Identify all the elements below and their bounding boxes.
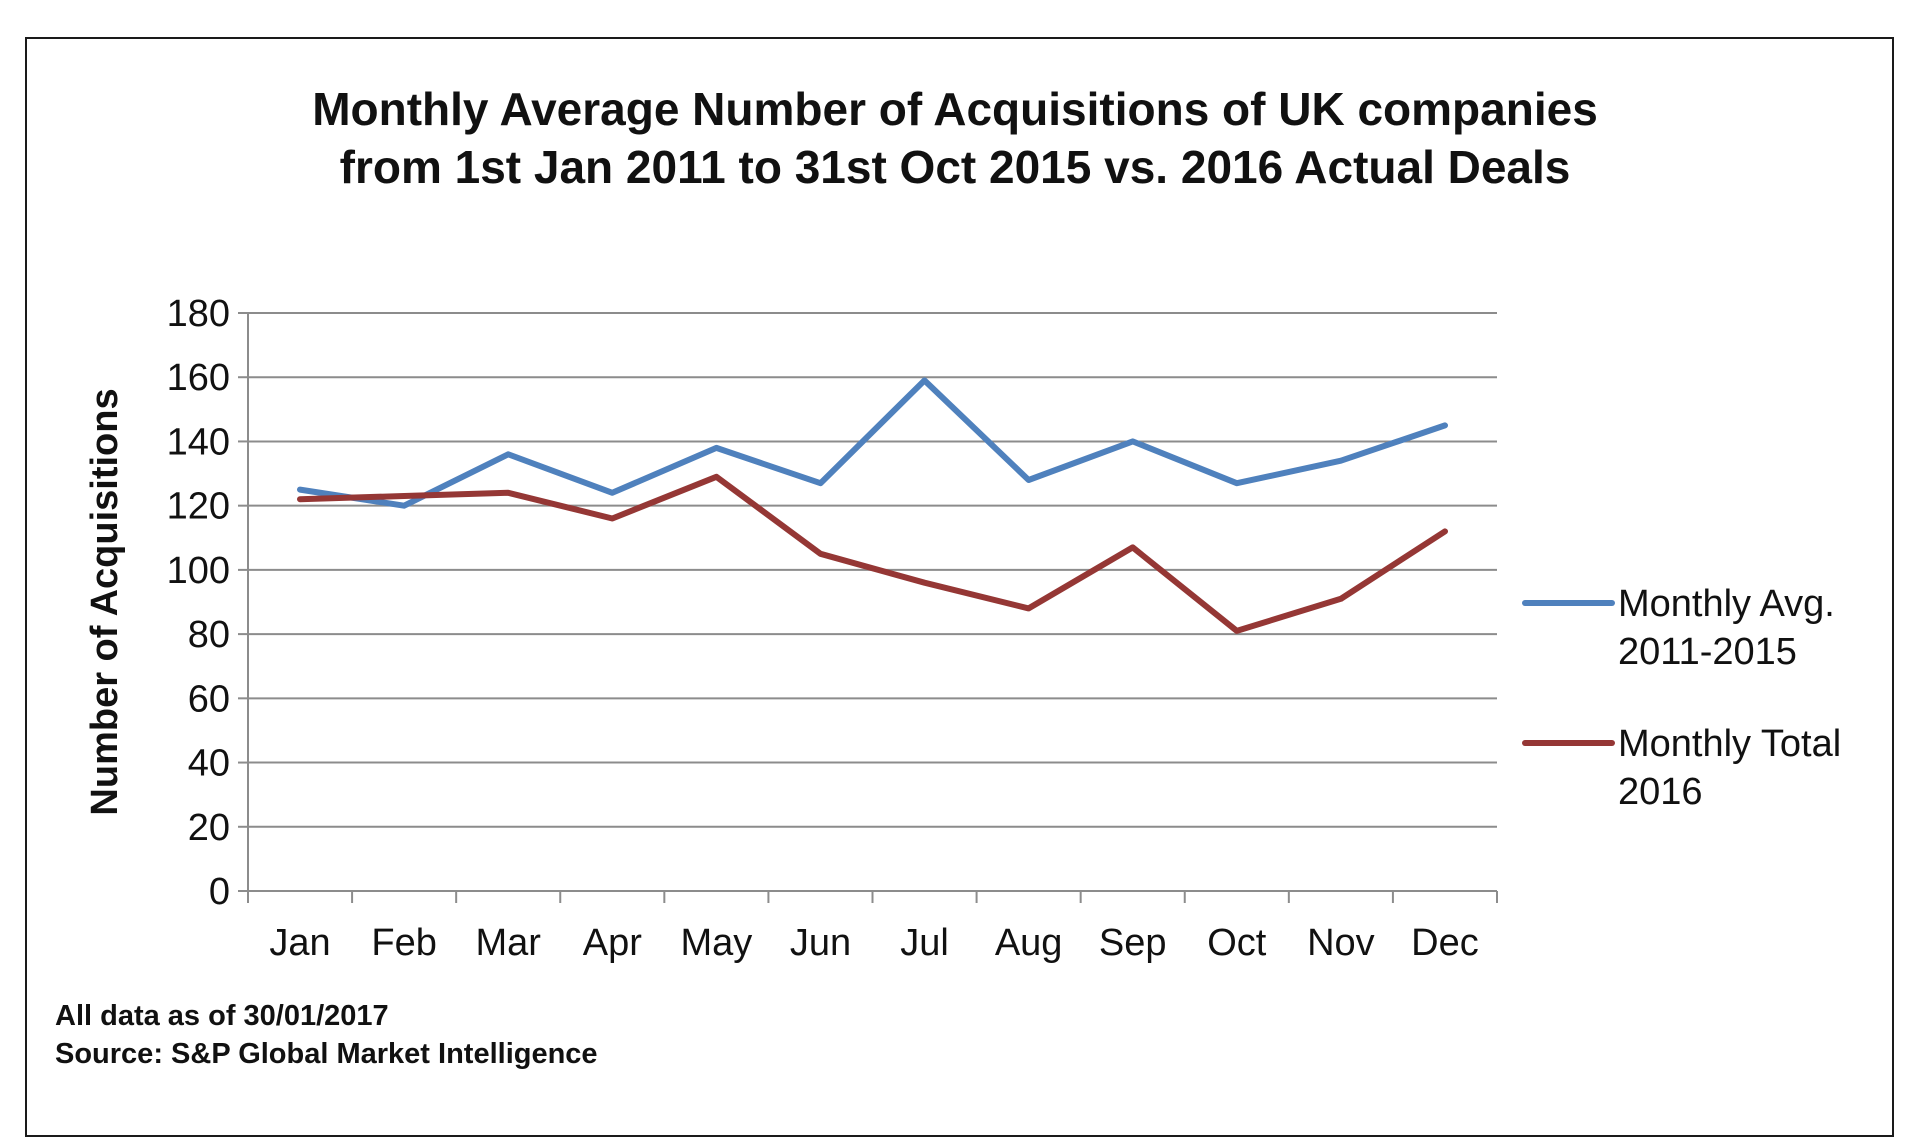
footnote-date: All data as of 30/01/2017	[55, 1000, 389, 1033]
footnote-source: Source: S&P Global Market Intelligence	[55, 1038, 598, 1071]
x-tick-label: Jan	[269, 922, 330, 964]
y-tick-label: 180	[167, 293, 230, 335]
series-line-1	[300, 380, 1445, 505]
x-tick-label: Dec	[1411, 922, 1479, 964]
y-tick-label: 60	[188, 678, 230, 720]
x-tick-label: Sep	[1099, 922, 1167, 964]
y-tick-label: 20	[188, 807, 230, 849]
x-tick-label: Aug	[995, 922, 1063, 964]
legend-label: Monthly Avg.	[1618, 583, 1835, 625]
x-tick-label: Jun	[790, 922, 851, 964]
x-tick-label: Jul	[900, 922, 949, 964]
y-tick-label: 0	[209, 871, 230, 913]
x-tick-label: May	[680, 922, 752, 964]
x-tick-label: Oct	[1207, 922, 1267, 964]
legend-label: 2016	[1618, 771, 1703, 813]
x-tick-label: Apr	[583, 922, 642, 964]
y-tick-label: 160	[167, 357, 230, 399]
y-axis-title: Number of Acquisitions	[84, 388, 126, 815]
legend-label: Monthly Total	[1618, 723, 1841, 765]
y-tick-label: 100	[167, 550, 230, 592]
y-tick-label: 40	[188, 743, 230, 785]
x-tick-label: Mar	[475, 922, 541, 964]
x-tick-label: Nov	[1307, 922, 1375, 964]
x-tick-label: Feb	[371, 922, 436, 964]
y-tick-label: 120	[167, 486, 230, 528]
y-tick-label: 80	[188, 614, 230, 656]
series-line-2	[300, 477, 1445, 631]
line-chart: 0 20 40 60 80 100 120 140 160 180 Jan Feb Mar Apr May J…	[0, 0, 1920, 1080]
y-tick-label: 140	[167, 421, 230, 463]
legend-label: 2011-2015	[1618, 631, 1797, 673]
